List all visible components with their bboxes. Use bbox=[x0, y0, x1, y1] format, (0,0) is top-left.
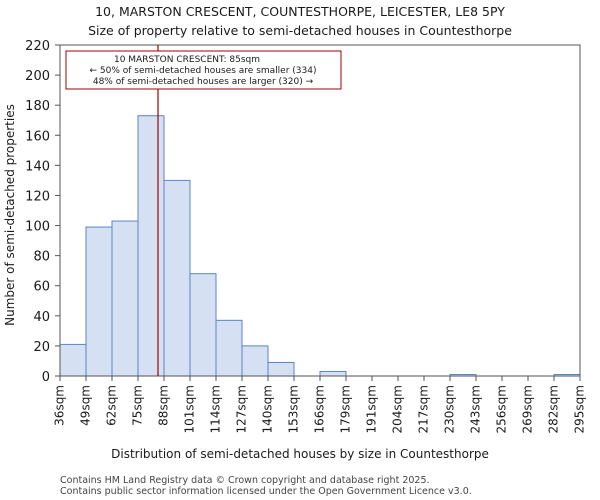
bar-49sqm bbox=[85, 226, 113, 377]
chart-subtitle: Size of property relative to semi-detach… bbox=[88, 23, 512, 38]
x-tick-label: 230sqm bbox=[443, 385, 457, 433]
x-tick-label: 127sqm bbox=[235, 385, 249, 433]
bar-166sqm bbox=[319, 370, 347, 377]
bars bbox=[59, 115, 581, 377]
x-tick-label: 256sqm bbox=[495, 385, 509, 433]
y-tick-label: 80 bbox=[33, 250, 50, 265]
x-axis-label: Distribution of semi-detached houses by … bbox=[111, 447, 489, 461]
x-tick-label: 179sqm bbox=[339, 385, 353, 433]
x-axis: 36sqm 49sqm 62sqm 75sqm 88sqm 101sqm 114sqm 127… bbox=[53, 376, 587, 433]
bar-75sqm bbox=[137, 115, 165, 377]
x-tick-label: 269sqm bbox=[521, 385, 535, 433]
annotation-line-3: 48% of semi-detached houses are larger (… bbox=[93, 77, 314, 87]
bar-36sqm bbox=[59, 343, 87, 377]
x-tick-label: 217sqm bbox=[417, 385, 431, 433]
y-axis: 0 20 40 60 80 100 120 140 160 180 200 220 bbox=[25, 39, 60, 385]
x-tick-label: 166sqm bbox=[313, 385, 327, 433]
y-tick-label: 100 bbox=[25, 220, 50, 235]
x-tick-label: 101sqm bbox=[183, 385, 197, 433]
x-tick-label: 88sqm bbox=[157, 385, 171, 426]
x-tick-label: 36sqm bbox=[53, 385, 67, 426]
annotation-box: 10 MARSTON CRESCENT: 85sqm ← 50% of semi… bbox=[65, 50, 342, 90]
x-tick-label: 114sqm bbox=[209, 385, 223, 433]
x-tick-label: 75sqm bbox=[131, 385, 145, 426]
x-tick-label: 62sqm bbox=[105, 385, 119, 426]
y-tick-label: 60 bbox=[33, 280, 50, 295]
y-tick-label: 20 bbox=[33, 340, 50, 355]
footer-line-2: Contains public sector information licen… bbox=[60, 486, 472, 497]
chart-title: 10, MARSTON CRESCENT, COUNTESTHORPE, LEI… bbox=[95, 4, 505, 19]
y-tick-label: 120 bbox=[25, 189, 50, 204]
y-tick-label: 140 bbox=[25, 159, 50, 174]
y-tick-label: 200 bbox=[25, 69, 50, 84]
footer-line-1: Contains HM Land Registry data © Crown c… bbox=[60, 475, 430, 486]
annotation-line-2: ← 50% of semi-detached houses are smalle… bbox=[90, 66, 317, 76]
x-tick-label: 204sqm bbox=[391, 385, 405, 433]
x-tick-label: 191sqm bbox=[365, 385, 379, 433]
y-tick-label: 0 bbox=[42, 370, 50, 385]
bar-127sqm bbox=[241, 345, 269, 377]
plot-area-frame bbox=[59, 44, 581, 377]
x-tick-label: 153sqm bbox=[287, 385, 301, 433]
y-tick-label: 160 bbox=[25, 129, 50, 144]
x-tick-label: 243sqm bbox=[469, 385, 483, 433]
x-tick-label: 49sqm bbox=[79, 385, 93, 426]
bar-114sqm bbox=[215, 319, 243, 377]
x-tick-label: 282sqm bbox=[547, 385, 561, 433]
x-tick-label: 140sqm bbox=[261, 385, 275, 433]
bar-88sqm bbox=[163, 179, 191, 377]
bar-140sqm bbox=[267, 361, 295, 377]
bar-62sqm bbox=[111, 220, 139, 377]
annotation-line-1: 10 MARSTON CRESCENT: 85sqm bbox=[114, 55, 260, 65]
y-axis-label: Number of semi-detached properties bbox=[3, 104, 17, 326]
y-tick-label: 40 bbox=[33, 310, 50, 325]
x-tick-label: 295sqm bbox=[573, 385, 587, 433]
annotation-frame bbox=[65, 50, 342, 90]
bar-101sqm bbox=[189, 273, 217, 377]
y-tick-label: 180 bbox=[25, 99, 50, 114]
y-tick-label: 220 bbox=[25, 39, 50, 54]
